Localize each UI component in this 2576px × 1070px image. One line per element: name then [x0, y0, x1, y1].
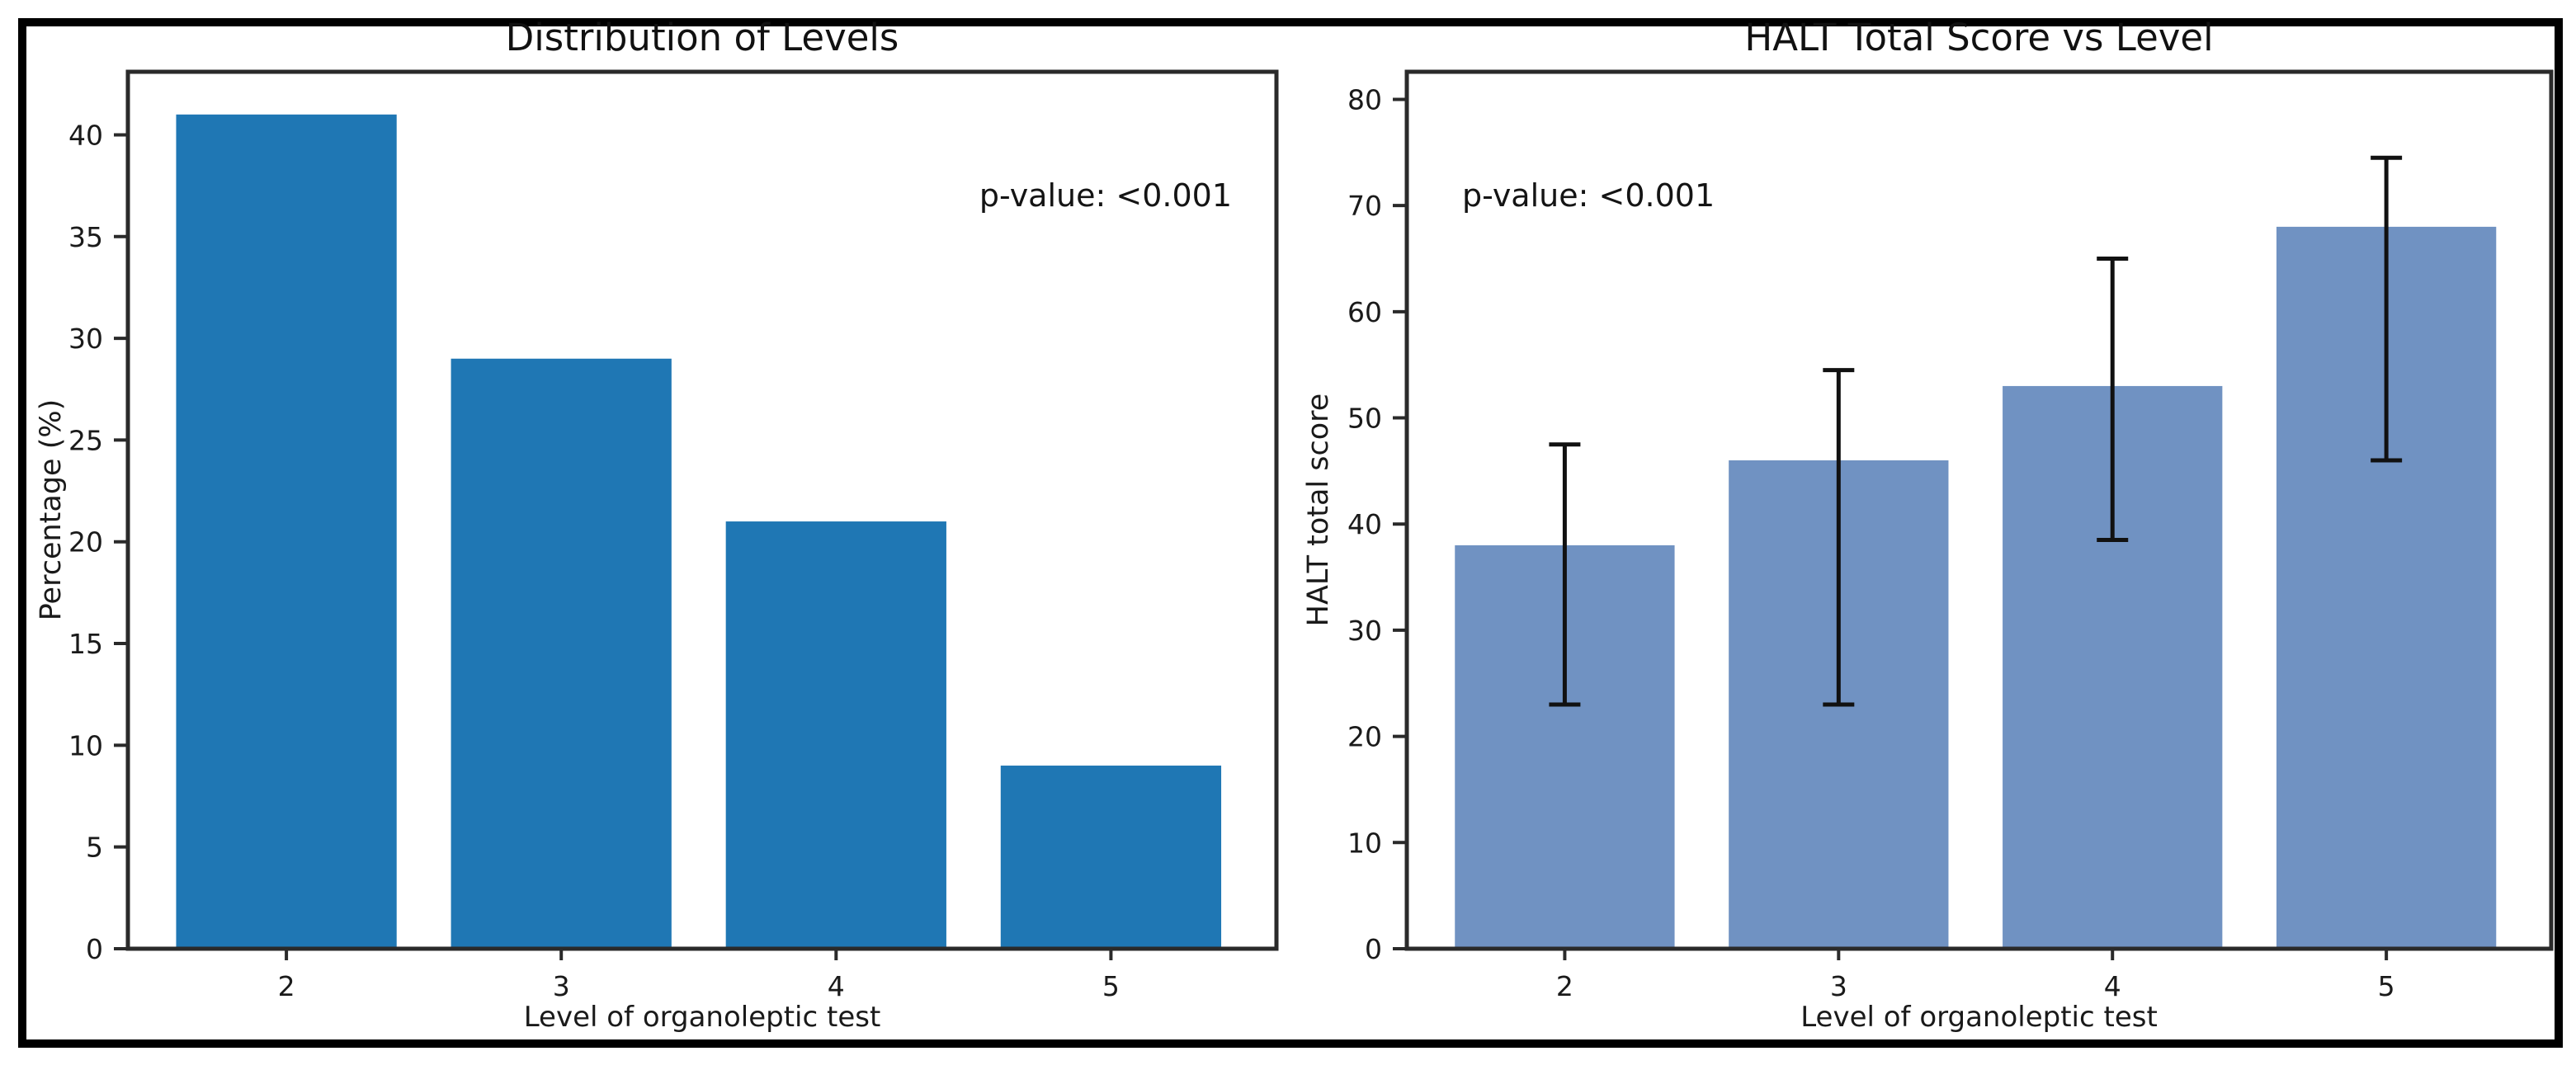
y-axis-label-percentage: Percentage (%): [35, 398, 68, 621]
y-tick-label: 70: [1347, 190, 1382, 222]
y-tick-label: 50: [1347, 403, 1382, 435]
y-tick-label: 20: [68, 526, 103, 559]
y-tick-label: 10: [68, 729, 103, 761]
bar-level-4: [725, 521, 946, 949]
y-tick-label: 25: [68, 424, 103, 456]
chart-title-distribution: Distribution of Levels: [505, 16, 899, 59]
x-axis-label-left: Level of organoleptic test: [523, 1001, 881, 1034]
y-tick-label: 0: [1365, 933, 1382, 965]
y-tick-label: 30: [1347, 615, 1382, 647]
p-value-annotation-left: p-value: <0.001: [979, 177, 1232, 214]
y-tick-label: 20: [1347, 721, 1382, 753]
y-axis-label-halt-score: HALT total score: [1302, 393, 1335, 627]
y-tick-label: 40: [1347, 508, 1382, 540]
y-tick-label: 30: [68, 323, 103, 355]
y-tick-label: 5: [86, 832, 103, 864]
bar-level-5: [2276, 226, 2497, 949]
figure-border: [18, 18, 2563, 1048]
chart-title-halt-score: HALT Total Score vs Level: [1744, 16, 2214, 59]
p-value-annotation-right: p-value: <0.001: [1462, 177, 1715, 214]
bar-level-4: [2003, 385, 2223, 949]
y-tick-label: 40: [68, 119, 103, 151]
bar-level-3: [451, 358, 672, 950]
y-tick-label: 10: [1347, 827, 1382, 859]
x-axis-label-right: Level of organoleptic test: [1800, 1001, 2158, 1034]
bar-level-3: [1729, 460, 1949, 949]
bar-level-2: [176, 114, 397, 949]
y-tick-label: 80: [1347, 83, 1382, 115]
bar-level-5: [1000, 766, 1222, 949]
y-tick-label: 0: [86, 933, 103, 965]
bar-level-2: [1455, 544, 1675, 949]
y-tick-label: 60: [1347, 296, 1382, 328]
y-tick-label: 35: [68, 221, 103, 253]
y-tick-label: 15: [68, 628, 103, 660]
